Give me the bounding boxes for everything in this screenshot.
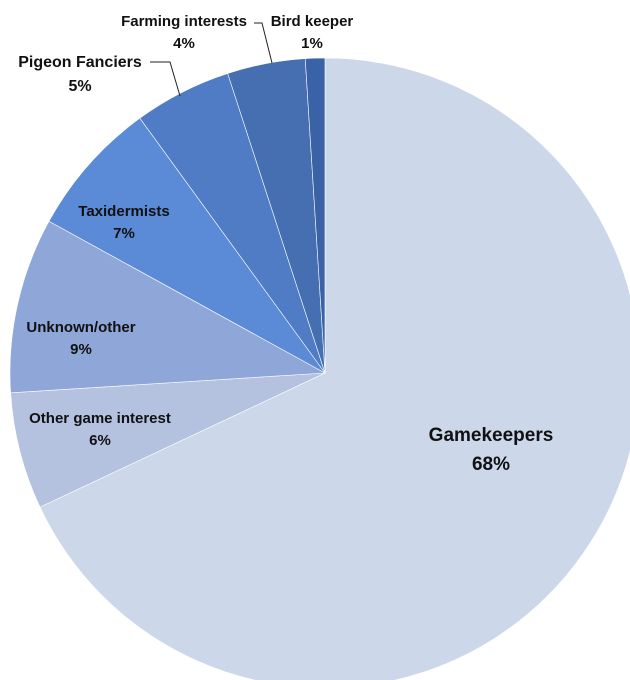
label-other-game-interest-pct: 6% xyxy=(89,432,111,449)
leader-line-farming-interests xyxy=(254,22,273,64)
pie-slice-gamekeepers xyxy=(39,57,630,680)
leader-lines xyxy=(150,22,273,97)
leader-line-pigeon-fanciers xyxy=(150,61,181,97)
label-farming-interests-name: Farming interests xyxy=(121,13,247,30)
label-taxidermists-pct: 7% xyxy=(113,225,135,242)
slice-label-taxidermists: Taxidermists 7% xyxy=(78,203,169,242)
label-unknown-other-pct: 9% xyxy=(70,341,92,358)
pie-slice-taxidermists xyxy=(48,117,326,374)
pie-slice-bird-keeper xyxy=(304,57,326,374)
label-farming-interests-pct: 4% xyxy=(173,35,195,52)
slice-label-gamekeepers: Gamekeepers 68% xyxy=(429,425,554,475)
slice-label-unknown-other: Unknown/other 9% xyxy=(26,319,135,358)
pie-slices xyxy=(9,57,630,680)
label-unknown-other-name: Unknown/other xyxy=(26,319,135,336)
label-gamekeepers-pct: 68% xyxy=(472,454,510,475)
pie-slice-other-game-interest xyxy=(10,372,326,508)
slice-label-pigeon-fanciers: Pigeon Fanciers 5% xyxy=(18,54,142,95)
label-pigeon-fanciers-pct: 5% xyxy=(68,78,91,95)
label-gamekeepers-name: Gamekeepers xyxy=(429,425,554,446)
slice-label-other-game-interest: Other game interest 6% xyxy=(29,410,171,449)
label-other-game-interest-name: Other game interest xyxy=(29,410,171,427)
label-bird-keeper-name: Bird keeper xyxy=(271,13,354,30)
pie-slice-unknown-other xyxy=(9,220,327,394)
label-taxidermists-name: Taxidermists xyxy=(78,203,169,220)
slice-label-bird-keeper: Bird keeper 1% xyxy=(271,13,354,52)
label-pigeon-fanciers-name: Pigeon Fanciers xyxy=(18,54,142,71)
slice-label-farming-interests: Farming interests 4% xyxy=(121,13,247,52)
label-bird-keeper-pct: 1% xyxy=(301,35,323,52)
